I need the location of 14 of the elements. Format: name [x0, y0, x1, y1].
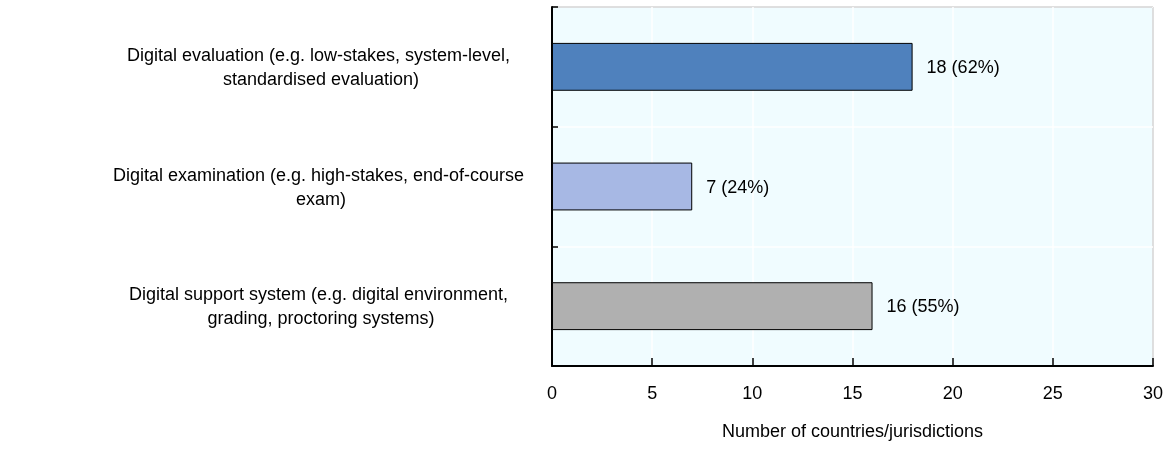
- x-tick-label: 10: [742, 383, 763, 403]
- y-tick-label: Digital support system (e.g. digital environment, grading, proctoring systems): [128, 284, 514, 329]
- x-tick-label: 5: [647, 383, 658, 403]
- x-tick-label: 15: [842, 383, 863, 403]
- data-label: 18 (62%): [926, 56, 1000, 77]
- data-label: 16 (55%): [886, 296, 960, 317]
- x-axis-title: Number of countries/jurisdictions: [721, 421, 984, 441]
- x-tick-label: 30: [1142, 383, 1164, 403]
- x-tick-label: 20: [942, 383, 963, 403]
- x-tick-label: 25: [1042, 383, 1063, 403]
- y-tick-label: Digital evaluation (e.g. low-stakes, system-level, standardised evaluation): [126, 44, 516, 89]
- data-label: 7 (24%): [706, 176, 770, 197]
- y-tick-label: Digital examination (e.g. high-stakes, end-of-course exam): [112, 164, 530, 209]
- x-tick-label: 0: [546, 383, 558, 403]
